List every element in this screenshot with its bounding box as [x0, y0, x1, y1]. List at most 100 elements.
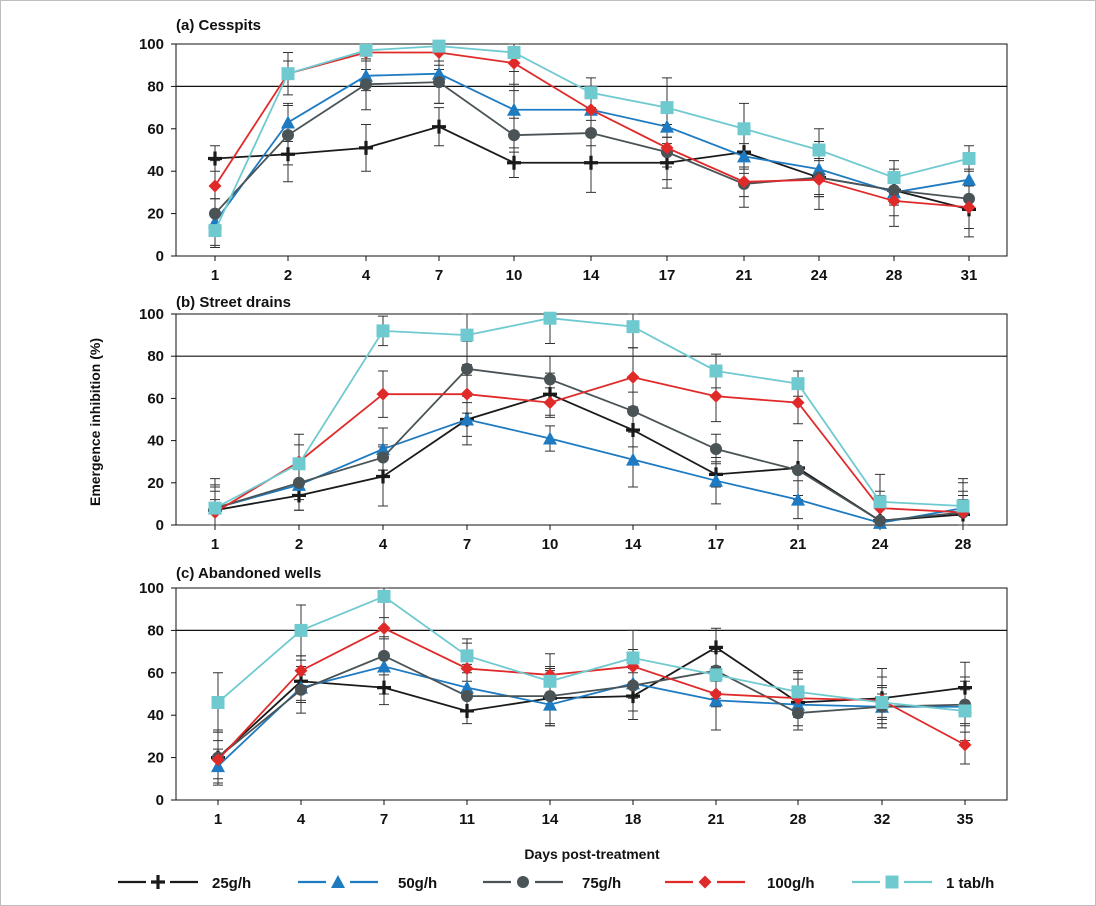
- y-tick-label: 100: [139, 580, 164, 597]
- x-tick-label: 7: [380, 811, 388, 828]
- legend-label: 1 tab/h: [946, 875, 994, 892]
- x-tick-label: 28: [790, 811, 807, 828]
- series-line-square: [214, 317, 964, 509]
- data-point-diamond: [887, 194, 901, 208]
- y-tick-label: 0: [156, 517, 164, 534]
- legend-item: 25g/h: [118, 873, 251, 892]
- legend-item: 100g/h: [665, 873, 815, 892]
- data-point-square: [359, 43, 373, 57]
- plot-area-frame: [175, 587, 1008, 801]
- legend-item: 75g/h: [483, 873, 621, 892]
- data-point-square: [958, 704, 972, 718]
- data-point-triangle: [543, 431, 557, 445]
- data-point-triangle: [660, 119, 674, 133]
- data-point-square: [507, 45, 521, 59]
- data-point-circle: [378, 649, 390, 662]
- legend-marker-triangle: [331, 875, 345, 888]
- data-point-square: [292, 457, 306, 471]
- legend-label: 75g/h: [582, 875, 621, 892]
- data-point-triangle: [460, 680, 474, 694]
- data-point-square: [812, 143, 826, 157]
- data-point-square: [584, 86, 598, 100]
- x-tick-label: 10: [542, 536, 559, 553]
- data-point-square: [791, 685, 805, 699]
- y-tick-label: 60: [147, 121, 164, 138]
- data-point-diamond: [507, 56, 521, 70]
- data-point-square: [873, 495, 887, 509]
- x-tick-label: 11: [459, 811, 475, 828]
- data-point-triangle: [281, 115, 295, 129]
- x-tick-label: 35: [957, 811, 974, 828]
- data-point-square: [208, 501, 222, 515]
- data-point-plus: [709, 640, 723, 655]
- data-point-diamond: [962, 200, 976, 214]
- x-tick-label: 7: [435, 267, 443, 284]
- x-tick-label: 4: [297, 811, 306, 828]
- series-line-circle: [214, 81, 970, 215]
- data-point-circle: [792, 707, 804, 720]
- data-point-triangle: [377, 659, 391, 673]
- plot-area-frame: [175, 313, 1008, 526]
- data-point-triangle: [543, 697, 557, 711]
- data-point-triangle: [376, 442, 390, 456]
- data-point-square: [543, 674, 557, 688]
- data-point-square: [377, 589, 391, 603]
- x-tick-label: 2: [284, 267, 292, 284]
- data-point-plus: [460, 703, 474, 718]
- data-point-circle: [888, 184, 900, 197]
- data-point-diamond: [626, 370, 640, 384]
- series-line-circle: [217, 654, 966, 759]
- data-point-circle: [585, 127, 597, 140]
- x-tick-label: 14: [583, 267, 600, 284]
- y-tick-label: 0: [156, 248, 164, 265]
- data-point-diamond: [211, 753, 225, 767]
- x-tick-label: 1: [214, 811, 222, 828]
- data-point-plus: [958, 680, 972, 695]
- data-point-circle: [433, 76, 445, 89]
- x-tick-label: 14: [625, 536, 642, 553]
- data-point-square: [281, 67, 295, 81]
- series-line-plus: [217, 646, 966, 759]
- data-point-circle: [544, 373, 556, 386]
- x-axis-label: Days post-treatment: [524, 846, 660, 862]
- data-point-circle: [209, 207, 221, 220]
- data-point-square: [432, 39, 446, 53]
- x-tick-label: 7: [463, 536, 471, 553]
- y-axis-label: Emergence inhibition (%): [87, 338, 103, 506]
- legend: 25g/h 50g/h 75g/h 100g/h 1 tab/h: [118, 873, 994, 892]
- data-point-diamond: [543, 396, 557, 410]
- data-point-diamond: [584, 103, 598, 117]
- series-line-diamond: [217, 627, 966, 761]
- data-point-triangle: [737, 149, 751, 163]
- data-point-square: [737, 122, 751, 136]
- data-point-circle: [360, 78, 372, 91]
- data-point-diamond: [660, 141, 674, 155]
- data-point-plus: [281, 147, 295, 162]
- data-point-plus: [626, 423, 640, 438]
- x-tick-label: 14: [542, 811, 559, 828]
- series-line-triangle: [217, 665, 965, 767]
- y-tick-label: 0: [156, 792, 164, 809]
- data-point-square: [962, 151, 976, 165]
- data-point-diamond: [709, 389, 723, 403]
- x-tick-label: 31: [961, 267, 978, 284]
- legend-label: 100g/h: [767, 875, 815, 892]
- legend-label: 50g/h: [398, 875, 437, 892]
- x-tick-label: 1: [211, 536, 219, 553]
- data-point-triangle: [791, 492, 805, 506]
- data-point-circle: [461, 690, 473, 703]
- data-point-plus: [584, 155, 598, 170]
- series-line-diamond: [214, 376, 964, 514]
- x-tick-label: 24: [872, 536, 889, 553]
- data-point-circle: [544, 690, 556, 703]
- x-tick-label: 32: [874, 811, 891, 828]
- data-point-plus: [432, 119, 446, 134]
- data-point-circle: [377, 451, 389, 464]
- data-point-circle: [874, 514, 886, 527]
- panel-title: (c) Abandoned wells: [176, 565, 321, 582]
- y-tick-label: 60: [147, 665, 164, 682]
- data-point-diamond: [460, 662, 474, 676]
- data-point-square: [660, 101, 674, 115]
- data-point-diamond: [791, 396, 805, 410]
